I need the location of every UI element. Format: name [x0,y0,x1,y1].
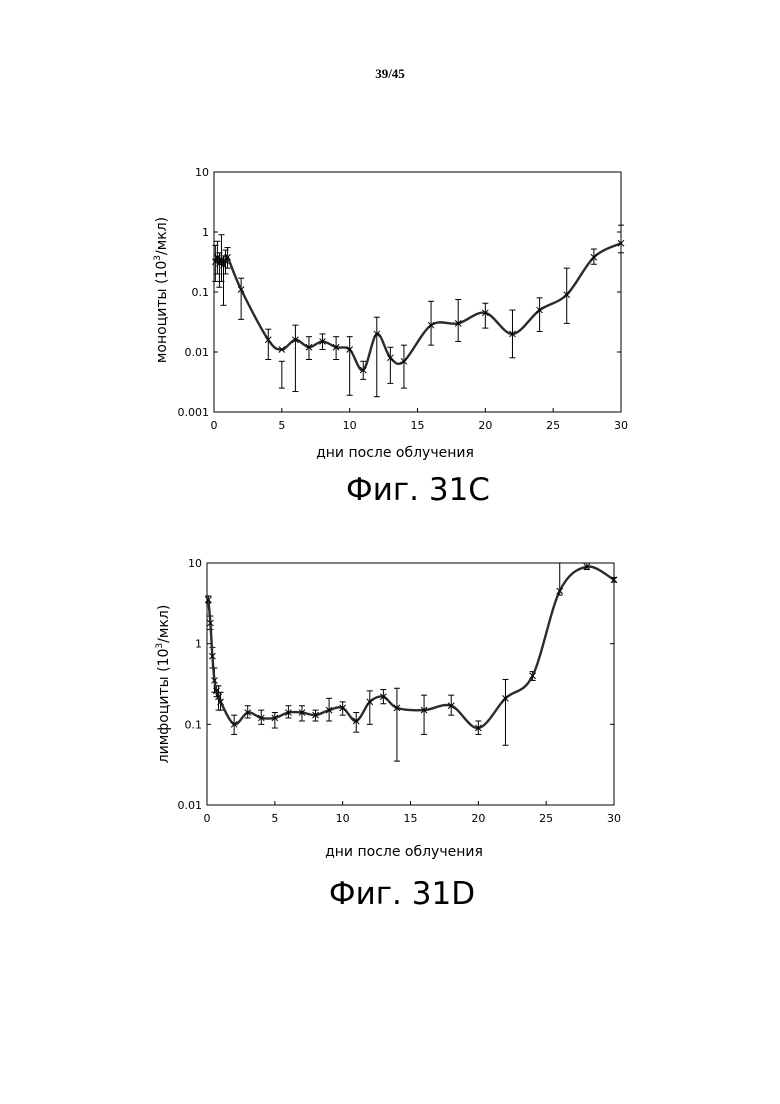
x-tick-label: 25 [539,812,553,825]
plot-frame [207,563,614,805]
y-tick-label: 0.1 [192,286,210,299]
x-tick-label: 15 [404,812,418,825]
x-axis-title: дни после облучения [325,844,483,860]
series-monocytes [212,225,624,397]
y-axis-title: моноциты (103/мкл) [153,217,170,363]
series-lymphocytes [205,563,617,761]
figure-label-31d: Фиг. 31D [12,876,780,912]
y-tick-label: 0.1 [185,718,203,731]
x-tick-label: 5 [278,419,285,432]
page-number: 39/45 [0,66,780,82]
y-tick-label: 1 [202,226,209,239]
x-tick-label: 15 [411,419,425,432]
series-line [215,243,621,370]
x-tick-label: 20 [471,812,485,825]
y-tick-label: 0.001 [178,406,210,419]
x-tick-label: 10 [343,419,357,432]
y-tick-label: 1 [195,638,202,651]
x-tick-label: 0 [211,419,218,432]
figure-label-31c: Фиг. 31C [28,472,780,508]
y-tick-label: 0.01 [178,799,203,812]
series-line [208,567,614,729]
y-axis-ticks: 0.01 0.1 1 10 0 5 10 15 20 25 30 [178,557,622,825]
monocytes-chart: 0.001 0.01 0.1 1 10 0 5 10 15 20 25 30 дни после об… [0,160,780,480]
y-tick-label: 0.01 [185,346,210,359]
x-tick-label: 30 [607,812,621,825]
x-tick-label: 30 [614,419,628,432]
x-tick-label: 5 [271,812,278,825]
x-tick-label: 10 [336,812,350,825]
y-tick-label: 10 [195,166,209,179]
x-axis-title: дни после облучения [316,445,474,461]
y-tick-label: 10 [188,557,202,570]
x-tick-label: 20 [478,419,492,432]
y-axis-title: лимфоциты (103/мкл) [155,605,172,764]
lymphocytes-chart: 0.01 0.1 1 10 0 5 10 15 20 25 30 дни после облучен… [0,550,780,870]
x-tick-label: 0 [204,812,211,825]
plot-frame [214,172,621,412]
x-tick-label: 25 [546,419,560,432]
